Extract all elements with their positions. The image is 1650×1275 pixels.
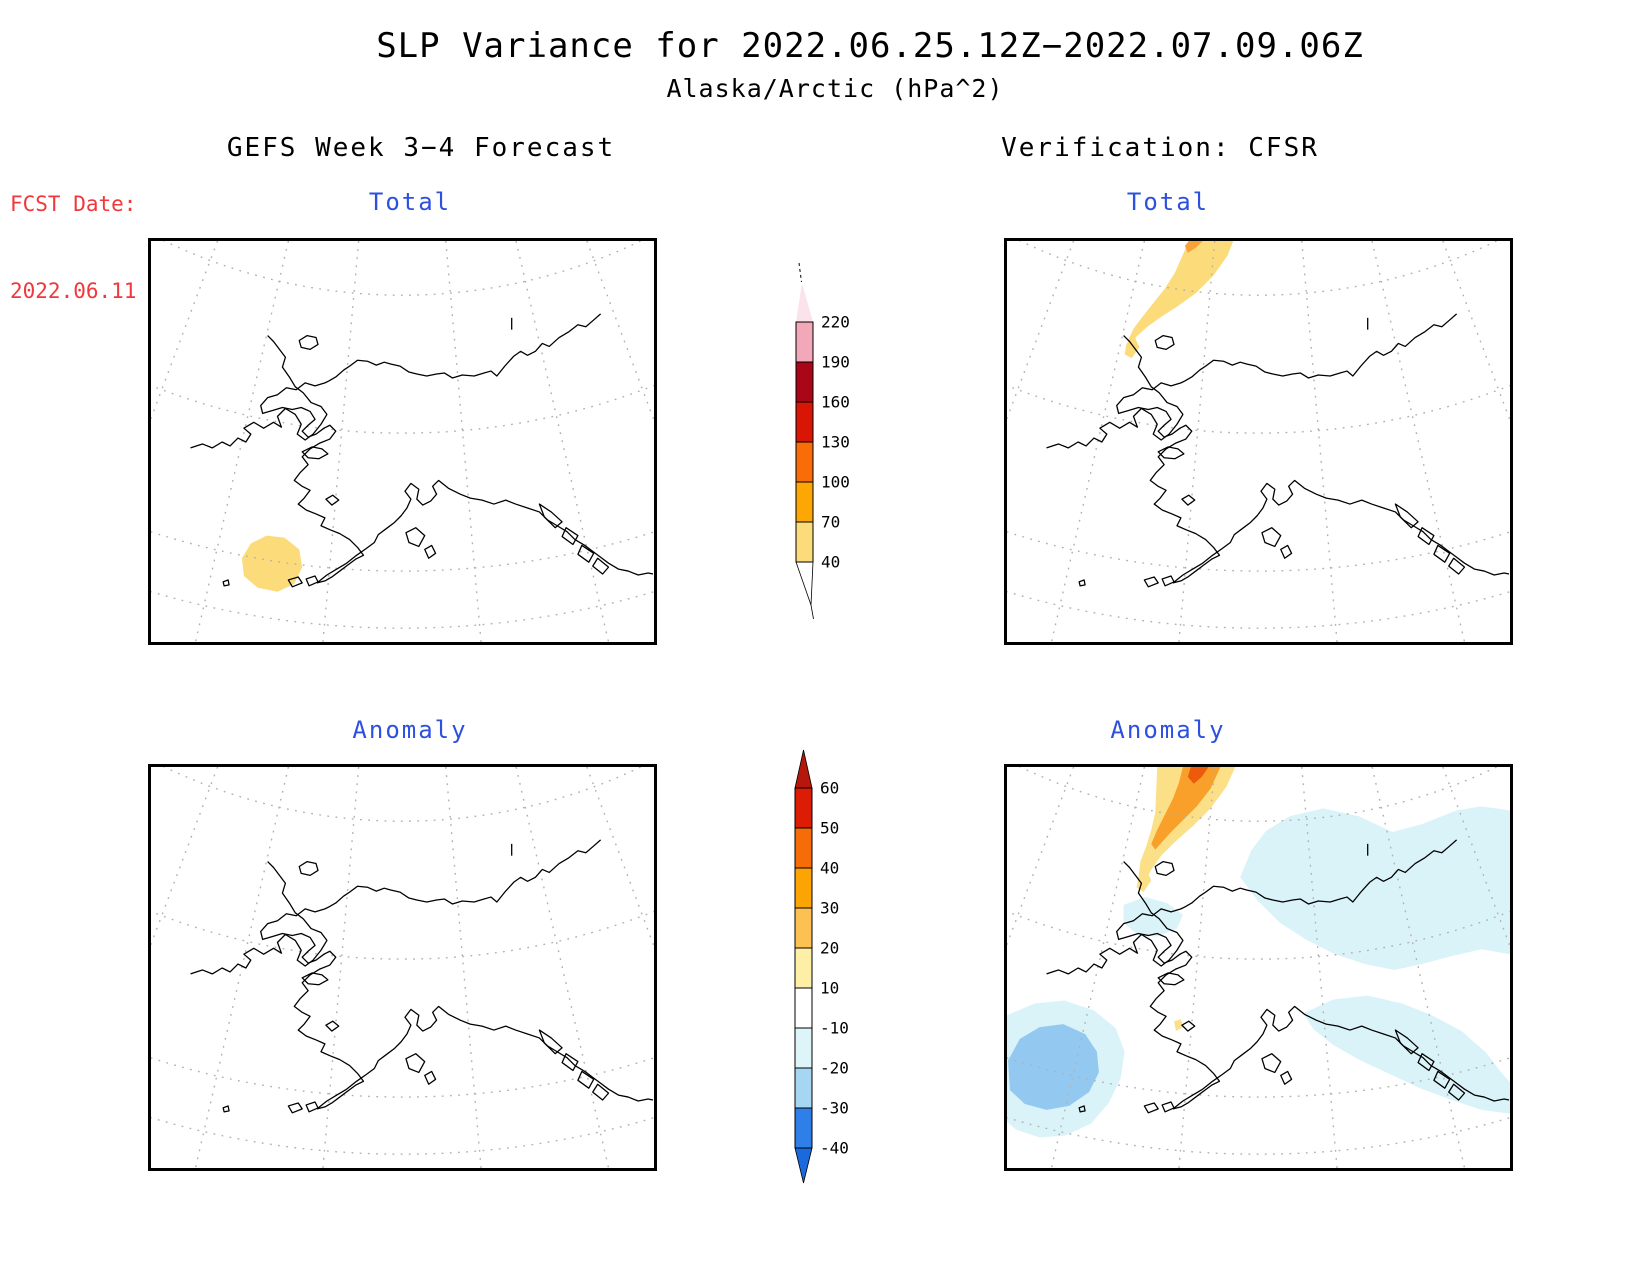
map-panel-cfsr-anomaly <box>1004 764 1513 1171</box>
colorbar-tick-label: 190 <box>821 353 850 372</box>
graticule <box>1007 241 1510 642</box>
contour-fill <box>1184 241 1203 253</box>
colorbar-tick-label: 20 <box>820 939 839 958</box>
colorbar-tick-label: 30 <box>820 899 839 918</box>
fcst-date-value: 2022.06.11 <box>10 279 137 303</box>
contour-fill <box>1174 1019 1183 1032</box>
panel-label-cfsr-anomaly: Anomaly <box>1110 716 1226 744</box>
colorbar-tick-label: 50 <box>820 819 839 838</box>
colorbar-segment <box>794 907 813 949</box>
map-panel-gefs-anomaly <box>148 764 657 1171</box>
colorbar-tick-label: 60 <box>820 779 839 798</box>
map-panel-cfsr-total <box>1004 238 1513 645</box>
column-header-verification: Verification: CFSR <box>1001 133 1319 163</box>
contour-fill <box>1128 241 1234 346</box>
colorbar-anomaly: 60 50 40 30 20 10 -10 -20 -30 -40 <box>780 740 870 1195</box>
colorbar-segment <box>794 1027 813 1069</box>
colorbar-segment <box>794 1067 813 1109</box>
colorbar-tick-label: 70 <box>821 513 840 532</box>
figure-subtitle: Alaska/Arctic (hPa^2) <box>666 74 1004 103</box>
colorbar-tick-label: 100 <box>821 473 850 492</box>
coastline <box>190 839 654 1114</box>
panel-label-cfsr-total: Total <box>1126 188 1210 216</box>
coastline <box>190 313 654 588</box>
colorbar-segment <box>794 1107 813 1149</box>
graticule <box>151 241 654 642</box>
colorbar-total: 220 190 160 130 100 70 40 <box>780 260 870 630</box>
fcst-date-block: FCST Date: 2022.06.11 <box>10 132 136 335</box>
colorbar-tick-label: -20 <box>820 1059 849 1078</box>
colorbar-segment <box>795 481 814 523</box>
contour-fill <box>1138 767 1236 884</box>
colorbar-tick-label: 10 <box>820 979 839 998</box>
map-panel-gefs-total <box>148 238 657 645</box>
colorbar-tick-label: 40 <box>821 553 840 572</box>
contour-fill <box>1151 767 1221 850</box>
colorbar-tick-label: -40 <box>820 1139 849 1158</box>
colorbar-tick-label: -30 <box>820 1099 849 1118</box>
colorbar-segment <box>795 441 814 483</box>
coastline <box>1046 839 1510 1114</box>
colorbar-segment <box>794 947 813 989</box>
colorbar-segment <box>795 361 814 403</box>
colorbar-tick-label: 220 <box>821 313 850 332</box>
panel-label-gefs-anomaly: Anomaly <box>352 716 468 744</box>
colorbar-segment <box>794 827 813 869</box>
contour-fill <box>1187 767 1209 784</box>
colorbar-segment <box>794 867 813 909</box>
colorbar-segment <box>795 521 814 563</box>
colorbar-segment <box>794 987 813 1029</box>
colorbar-tick-label: 160 <box>821 393 850 412</box>
graticule <box>151 767 654 1168</box>
contour-fill <box>1240 806 1510 970</box>
coastline <box>1046 313 1510 588</box>
contour-fill <box>1007 1024 1099 1110</box>
contour-fill <box>1124 336 1140 359</box>
column-header-forecast: GEFS Week 3−4 Forecast <box>226 133 616 163</box>
contour-fill <box>241 535 303 592</box>
colorbar-tick-label: 130 <box>821 433 850 452</box>
contour-fill <box>1123 897 1183 937</box>
fcst-date-label: FCST Date: <box>10 192 137 216</box>
graticule <box>1007 767 1510 1168</box>
panel-label-gefs-total: Total <box>368 188 452 216</box>
colorbar-segment <box>795 401 814 443</box>
colorbar-segment <box>794 787 813 829</box>
colorbar-tick-label: 40 <box>820 859 839 878</box>
colorbar-segment <box>795 321 814 363</box>
colorbar-tick-label: -10 <box>820 1019 849 1038</box>
figure-title: SLP Variance for 2022.06.25.12Z−2022.07.… <box>376 26 1364 66</box>
